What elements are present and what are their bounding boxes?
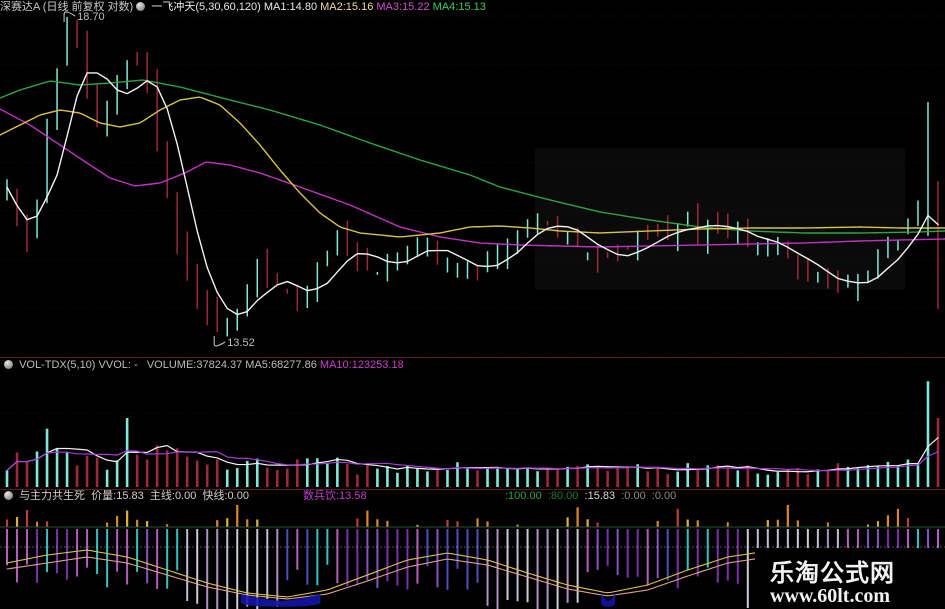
svg-text:13.52: 13.52: [227, 337, 255, 349]
